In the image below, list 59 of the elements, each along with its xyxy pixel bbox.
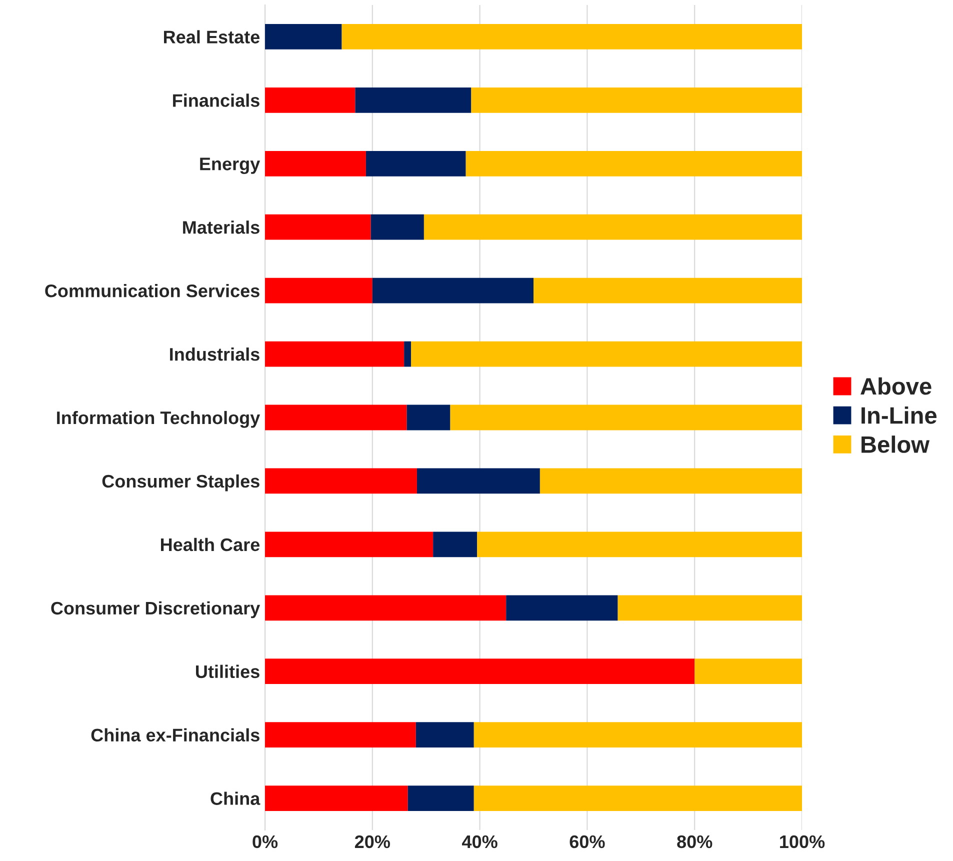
x-tick-label: 40% — [462, 835, 498, 848]
y-tick-label: Consumer Discretionary — [51, 601, 260, 618]
y-tick-label: Consumer Staples — [102, 474, 260, 492]
y-tick-label: Health Care — [161, 538, 260, 552]
bar — [342, 24, 802, 50]
y-tick-label: Materials — [183, 220, 260, 234]
bar — [474, 786, 802, 811]
bar — [408, 786, 474, 811]
bar — [424, 214, 802, 240]
bar — [540, 468, 802, 494]
legend-label: In-Line — [862, 406, 937, 424]
bar — [534, 278, 802, 304]
bar — [477, 532, 802, 558]
bar — [466, 150, 802, 176]
bar — [265, 468, 417, 494]
bar — [618, 595, 802, 621]
y-tick-label: Information Technology — [57, 410, 260, 428]
y-tick-label: China — [210, 792, 260, 805]
y-tick-label: Real Estate — [164, 30, 260, 44]
bar — [416, 468, 540, 494]
bar — [450, 404, 802, 430]
bar — [694, 658, 802, 684]
bar — [265, 786, 408, 811]
bar — [265, 278, 372, 304]
x-tick-label: 20% — [354, 835, 390, 848]
bar — [265, 404, 407, 430]
bar — [506, 595, 618, 621]
bar — [471, 88, 802, 113]
bar — [372, 278, 534, 304]
bar — [265, 24, 342, 50]
x-tick-label: 60% — [570, 835, 605, 848]
y-tick-label: Industrials — [170, 347, 260, 361]
bar — [265, 88, 356, 113]
x-tick-label: 80% — [677, 835, 712, 848]
bar — [265, 532, 434, 558]
bar — [474, 722, 802, 748]
bar — [265, 595, 506, 621]
y-tick-label: China ex-Financials — [91, 728, 260, 742]
x-tick-label: 100% — [780, 835, 825, 848]
y-tick-label: Energy — [200, 158, 260, 174]
bar — [355, 88, 472, 113]
y-tick-label: Financials — [173, 94, 260, 107]
bar — [406, 404, 450, 430]
legend-label: Above — [860, 377, 932, 395]
legend-label: Below — [862, 436, 930, 453]
x-tick-label: 0% — [252, 835, 278, 848]
bar — [433, 532, 478, 558]
bar — [416, 722, 474, 748]
bar — [411, 341, 802, 367]
bar — [265, 214, 371, 240]
y-tick-label: Communication Services — [45, 284, 260, 298]
bar — [366, 150, 466, 176]
bar — [265, 341, 404, 367]
bar — [370, 214, 424, 240]
y-tick-label: Utilities — [196, 664, 260, 678]
bar — [265, 658, 695, 684]
bar — [404, 341, 412, 367]
bar — [265, 722, 416, 748]
bar — [265, 150, 366, 176]
